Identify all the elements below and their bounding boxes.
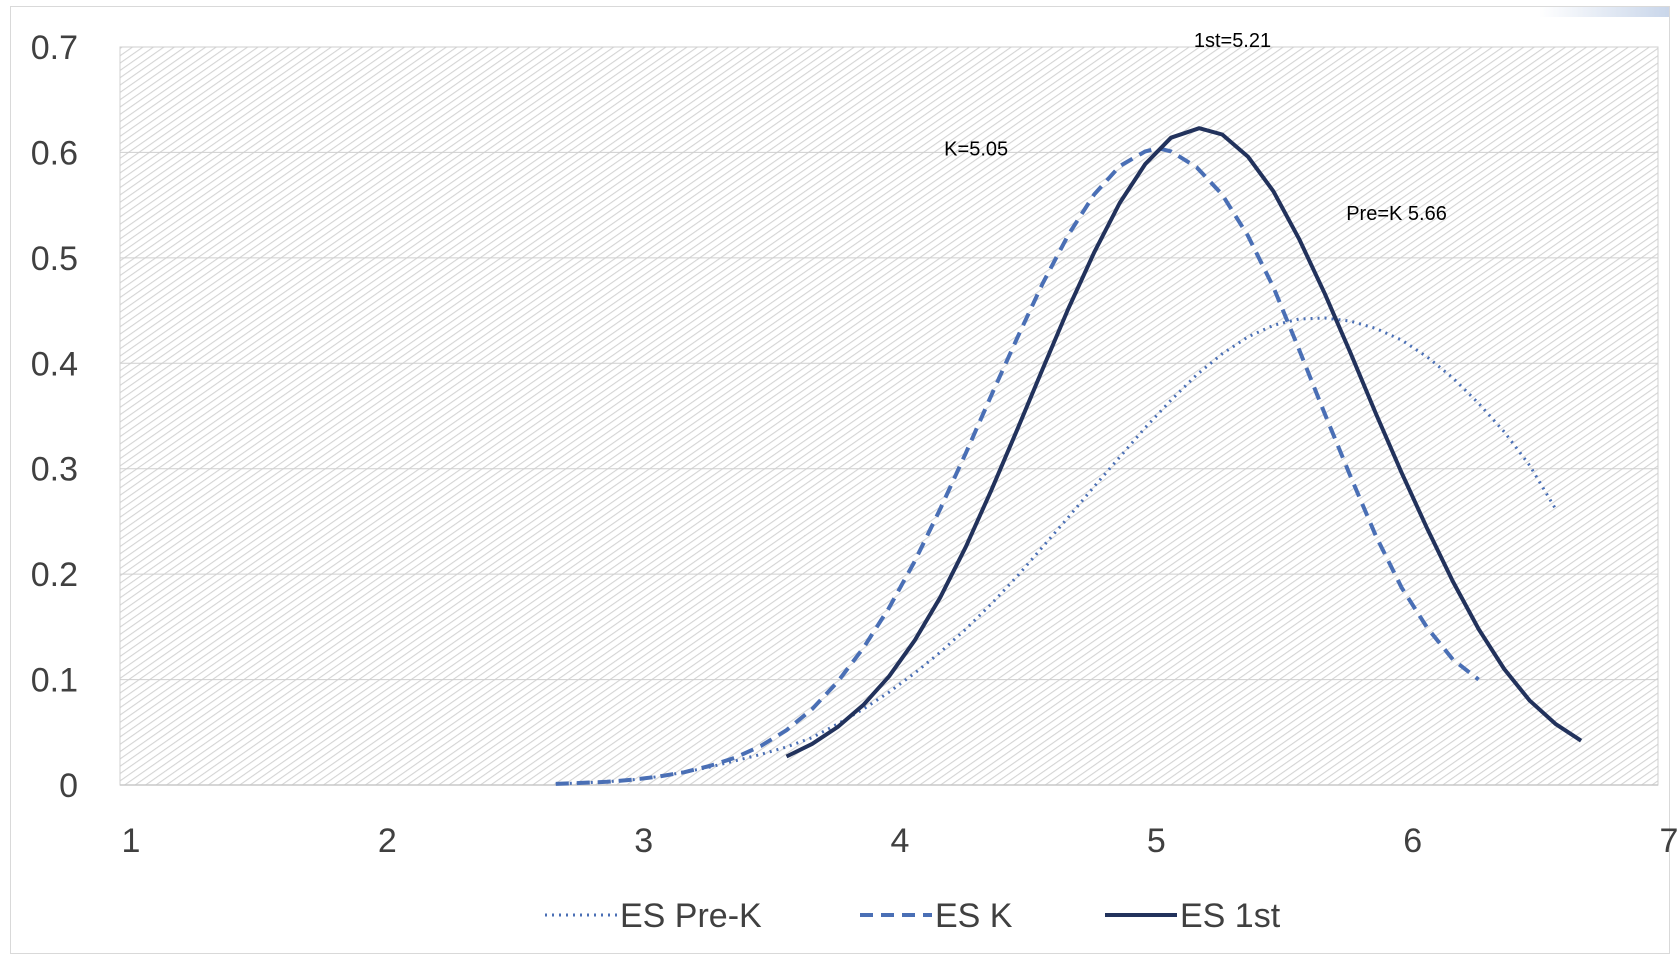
annotations: 1st=5.21 K=5.05 Pre=K 5.66 <box>944 30 1447 225</box>
y-tick-label: 0.3 <box>31 451 78 489</box>
y-tick-label: 0.7 <box>31 29 78 67</box>
plot-area <box>119 46 1659 786</box>
x-tick-label: 1 <box>122 822 141 860</box>
series-lines <box>555 126 1583 786</box>
legend-label: ES 1st <box>1180 897 1281 935</box>
y-axis: 0 0.1 0.2 0.3 0.4 0.5 0.6 0.7 <box>31 29 78 805</box>
x-tick-label: 2 <box>378 822 397 860</box>
series-line-es-pre-k <box>555 316 1557 786</box>
series-line-es-k <box>555 146 1480 786</box>
y-tick-label: 0.1 <box>31 662 78 700</box>
annotation-label: 1st=5.21 <box>1194 30 1271 52</box>
legend-label: ES K <box>935 897 1013 935</box>
x-tick-label: 3 <box>634 822 653 860</box>
series-line-es-1st <box>785 126 1583 759</box>
y-tick-label: 0.5 <box>31 240 78 278</box>
annotation-label: Pre=K 5.66 <box>1346 203 1447 225</box>
annotation-label: K=5.05 <box>944 139 1008 161</box>
legend-label: ES Pre-K <box>620 897 762 935</box>
y-tick-label: 0.2 <box>31 556 78 594</box>
x-axis: 1 2 3 4 5 6 7 <box>120 784 1678 860</box>
frame-corner-shading <box>1539 7 1669 17</box>
legend: ES Pre-K ES K ES 1st <box>545 897 1281 935</box>
y-tick-label: 0 <box>59 767 78 805</box>
x-tick-label: 7 <box>1660 822 1678 860</box>
y-tick-label: 0.4 <box>31 345 78 383</box>
y-tick-label: 0.6 <box>31 134 78 172</box>
x-tick-label: 5 <box>1147 822 1166 860</box>
x-tick-label: 4 <box>891 822 910 860</box>
x-tick-label: 6 <box>1403 822 1422 860</box>
